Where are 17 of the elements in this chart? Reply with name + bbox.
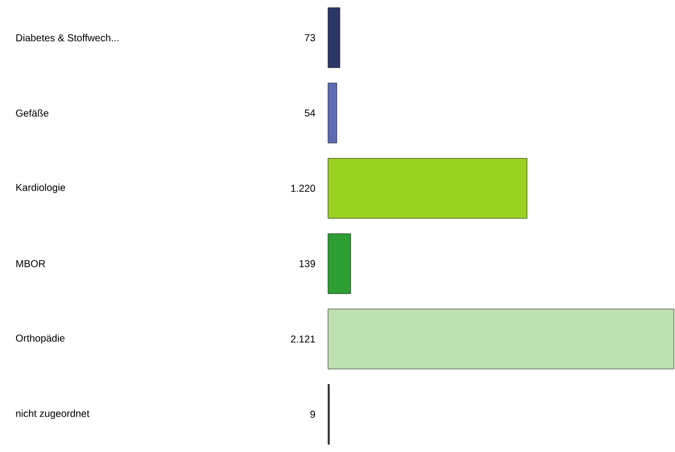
y-tick-label: Diabetes & Stoffwech... <box>16 34 118 42</box>
bar <box>328 82 338 144</box>
y-tick-label: nicht zugeordnet <box>16 410 90 419</box>
data-label: 2.121 <box>290 336 315 342</box>
data-label: 73 <box>304 34 316 42</box>
y-tick-label: MBOR <box>16 260 46 268</box>
bar <box>328 7 340 68</box>
y-tick-label: Orthopädie <box>16 334 65 344</box>
y-tick-label: Kardiologie <box>16 184 66 193</box>
data-label: 54 <box>304 110 316 116</box>
data-label: 9 <box>310 410 316 418</box>
y-tick-label: Gefäße <box>16 109 48 117</box>
data-label: 1.220 <box>291 184 316 192</box>
bar <box>328 158 528 219</box>
bar <box>328 308 674 370</box>
data-label: 139 <box>300 260 315 268</box>
bar <box>328 233 351 294</box>
